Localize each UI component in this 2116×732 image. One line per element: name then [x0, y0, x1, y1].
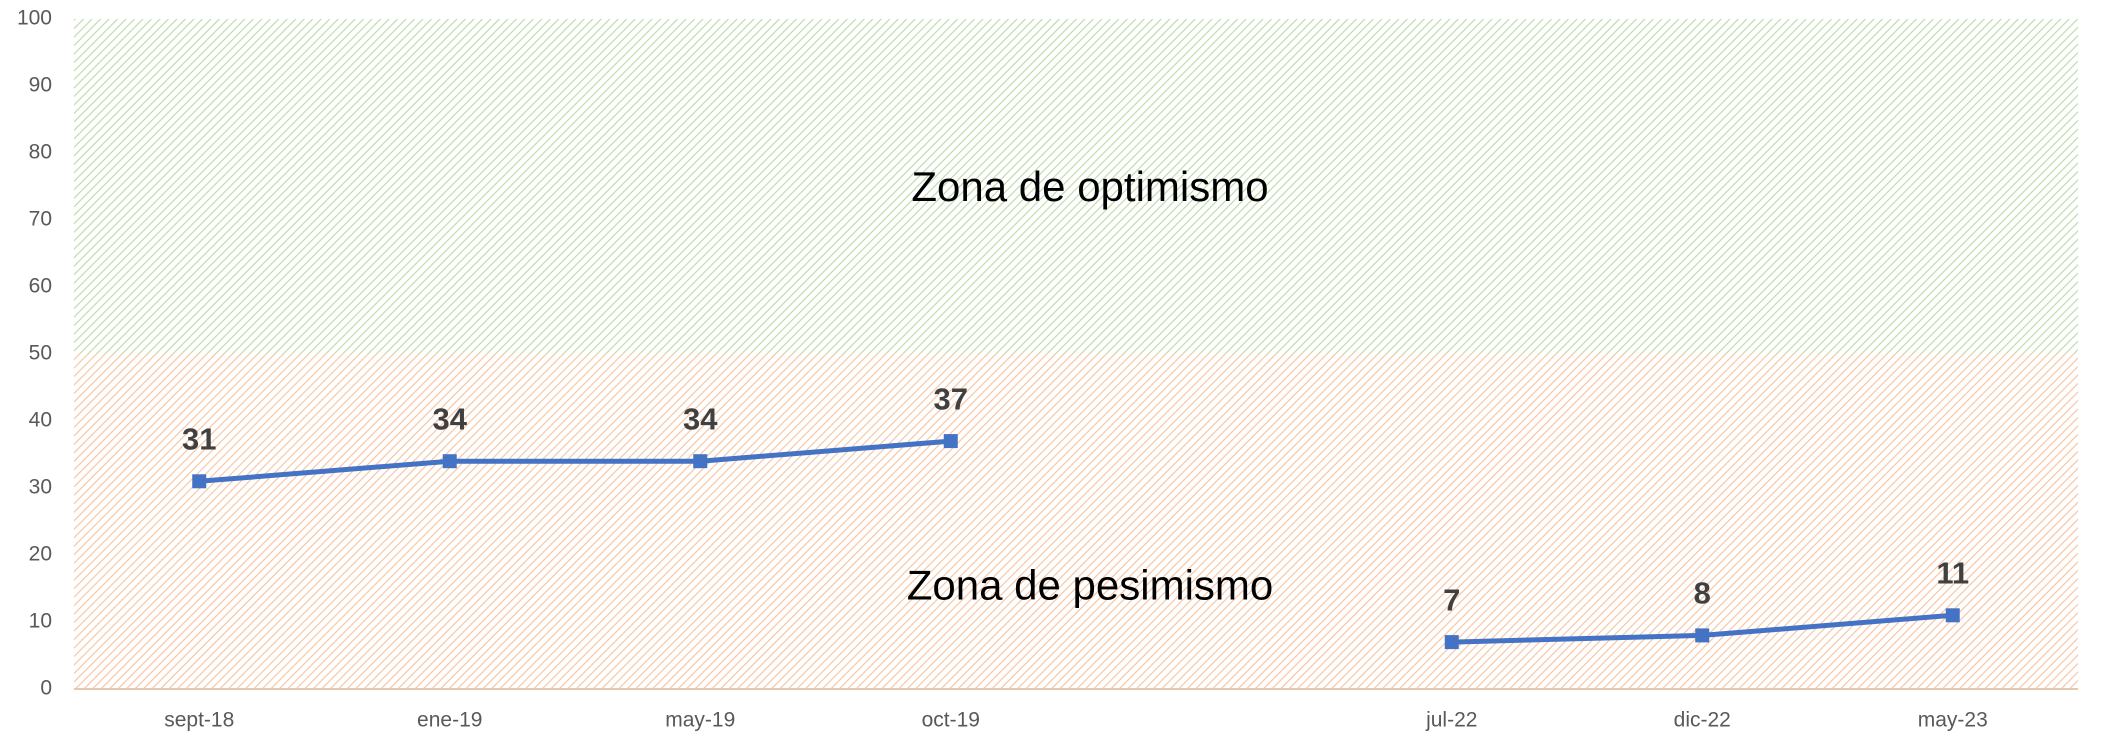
- marker: [192, 474, 207, 489]
- marker: [693, 454, 708, 469]
- zone-label: Zona de optimismo: [911, 163, 1268, 210]
- data-label: 34: [433, 401, 468, 436]
- x-tick-label: ene-19: [417, 709, 482, 732]
- y-tick-label: 50: [29, 342, 52, 365]
- x-tick-label: sept-18: [164, 709, 234, 732]
- marker: [1444, 635, 1459, 650]
- marker: [1695, 628, 1710, 643]
- x-tick-label: may-19: [665, 709, 735, 732]
- zone-area: [74, 19, 2078, 354]
- data-label: 31: [182, 421, 216, 456]
- y-tick-label: 70: [29, 208, 52, 231]
- data-label: 37: [934, 381, 968, 416]
- data-label: 11: [1936, 555, 1969, 590]
- x-tick-label: jul-22: [1425, 709, 1477, 732]
- zone-area: [74, 354, 2078, 689]
- y-tick-label: 100: [17, 7, 52, 30]
- marker: [442, 454, 457, 469]
- data-label: 7: [1443, 582, 1460, 617]
- y-tick-label: 40: [29, 409, 52, 432]
- y-tick-label: 0: [40, 677, 52, 700]
- zone-label: Zona de pesimismo: [907, 562, 1274, 609]
- y-tick-label: 20: [29, 543, 52, 566]
- y-tick-label: 60: [29, 275, 52, 298]
- data-label: 8: [1694, 576, 1711, 611]
- y-tick-label: 80: [29, 141, 52, 164]
- y-tick-label: 30: [29, 476, 52, 499]
- x-tick-label: dic-22: [1674, 709, 1731, 732]
- marker: [1945, 608, 1960, 623]
- y-tick-label: 90: [29, 74, 52, 97]
- y-tick-label: 10: [29, 610, 52, 633]
- x-tick-label: may-23: [1918, 709, 1988, 732]
- marker: [943, 434, 958, 449]
- data-label: 34: [683, 401, 718, 436]
- x-tick-label: oct-19: [922, 709, 980, 732]
